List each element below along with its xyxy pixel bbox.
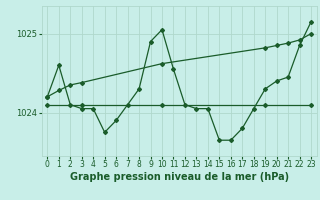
X-axis label: Graphe pression niveau de la mer (hPa): Graphe pression niveau de la mer (hPa): [70, 172, 289, 182]
